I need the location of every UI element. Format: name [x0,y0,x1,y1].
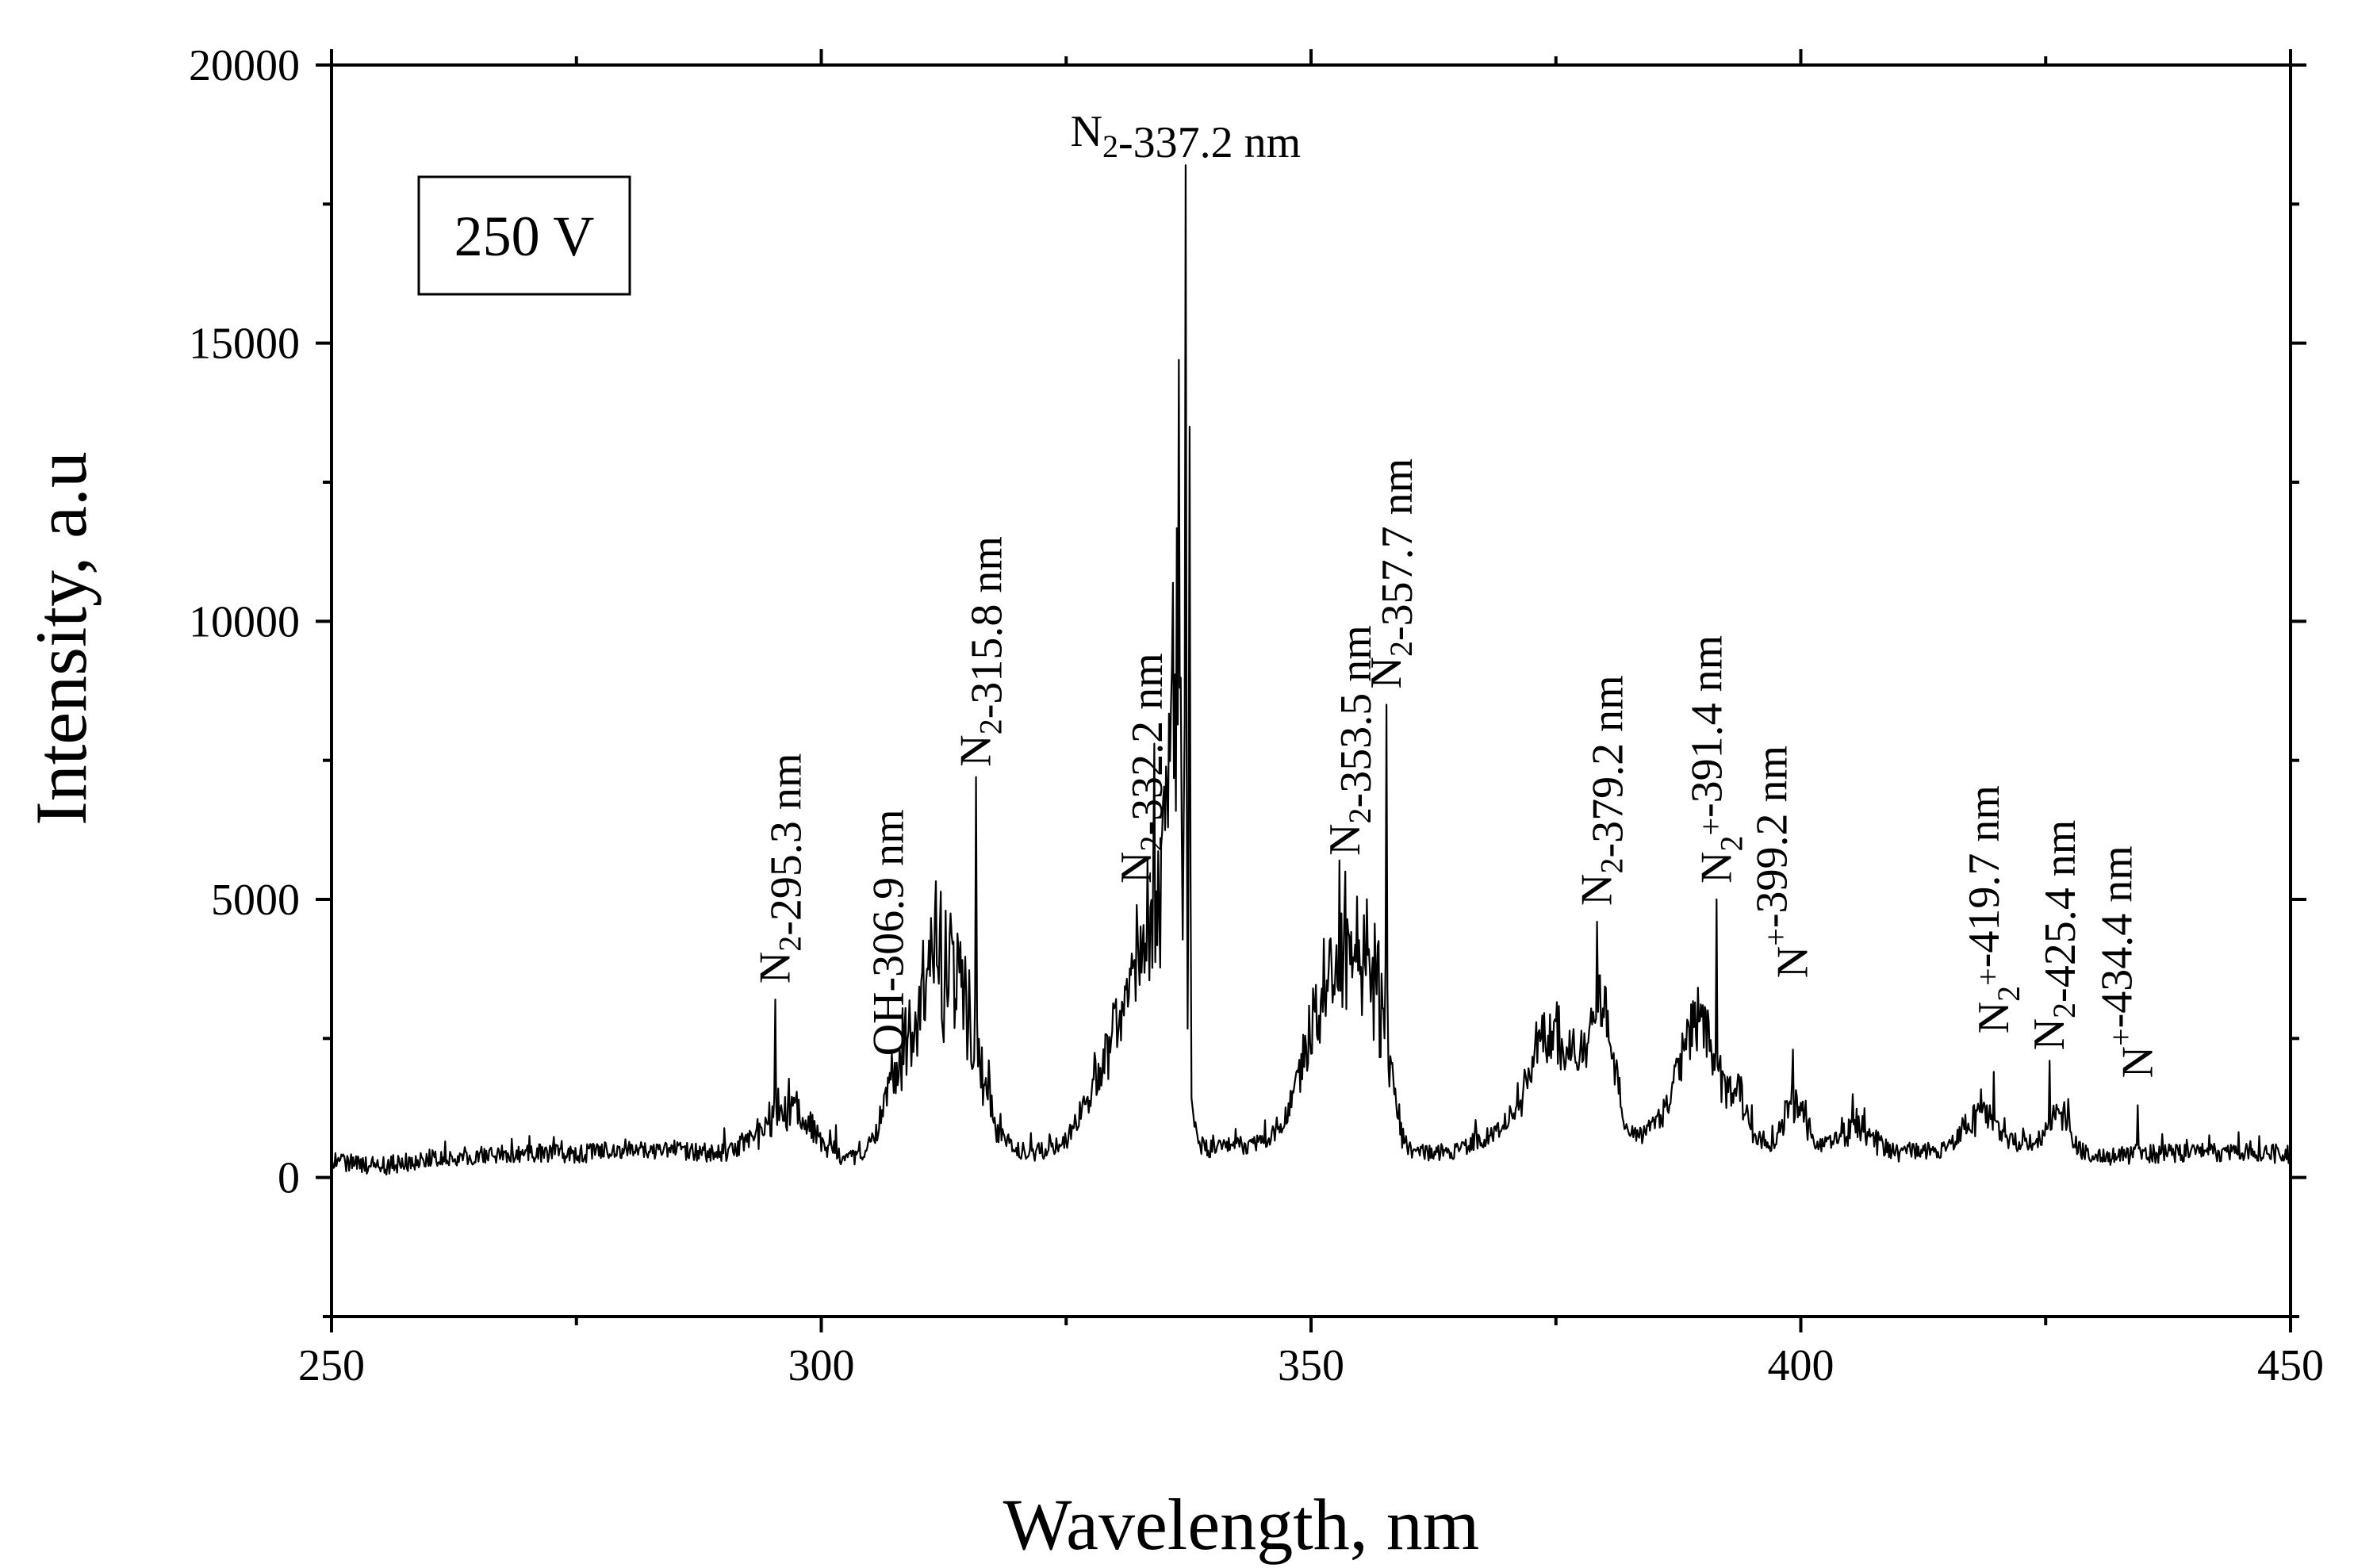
y-tick-label: 5000 [211,876,300,925]
peak-label: N2+-419.7 nm [1960,785,2026,1033]
peak-label: N2-295.3 nm [751,753,811,984]
peak-label: N+-434.4 nm [2092,845,2162,1078]
x-tick-label: 400 [1768,1341,1835,1390]
peak-label: N2-425.4 nm [2025,820,2085,1051]
peak-label: N2+-391.4 nm [1682,635,1749,884]
y-axis-title: Intensity, a.u [21,451,102,826]
legend-box [417,175,631,296]
peak-label: N2-379.2 nm [1573,675,1633,906]
x-tick-label: 350 [1278,1341,1344,1390]
peak-label: N2-357.7 nm [1362,458,1422,689]
peak-label: N2-315.8 nm [952,536,1012,767]
axes: 250 300 350 400 450 0 5000 10000 15000 20000 [189,41,2324,1390]
peak-label: N2-337.2 nm [1071,107,1302,167]
spectrum-line [330,164,2291,1176]
x-axis-title: Wavelength, nm [1003,1484,1480,1565]
y-tick-label: 0 [278,1154,300,1203]
peak-label: OH-306.9 nm [865,809,914,1056]
peak-annotations: N2-295.3 nm OH-306.9 nm N2-315.8 nm N2-332.… [751,107,2163,1078]
y-tick-label: 15000 [189,320,300,369]
peak-label: N2-332.2 nm [1112,653,1172,884]
x-tick-label: 300 [788,1341,855,1390]
y-tick-label: 20000 [189,41,300,90]
x-tick-label: 450 [2257,1341,2324,1390]
y-tick-label: 10000 [189,597,300,646]
plot-area [330,164,2291,1176]
x-tick-label: 250 [298,1341,365,1390]
peak-label: N2-353.5 nm [1321,625,1381,856]
legend-label: 250 V [454,205,595,268]
peak-label: N+-399.2 nm [1748,746,1818,978]
legend: 250 V [417,175,631,296]
